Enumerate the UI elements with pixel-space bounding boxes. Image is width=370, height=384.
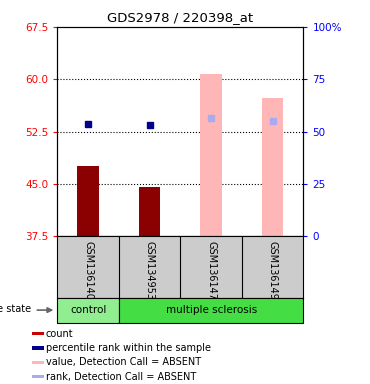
- Title: GDS2978 / 220398_at: GDS2978 / 220398_at: [107, 11, 253, 24]
- Text: multiple sclerosis: multiple sclerosis: [165, 305, 257, 315]
- Text: GSM136147: GSM136147: [206, 241, 216, 300]
- Bar: [32, 361, 44, 364]
- Text: disease state: disease state: [0, 304, 31, 314]
- Bar: [262, 98, 283, 236]
- Bar: [77, 166, 99, 236]
- Text: control: control: [70, 305, 106, 315]
- Text: percentile rank within the sample: percentile rank within the sample: [46, 343, 211, 353]
- Text: count: count: [46, 329, 73, 339]
- Bar: [57, 298, 119, 323]
- Bar: [32, 346, 44, 349]
- Bar: [119, 298, 303, 323]
- Text: GSM136149: GSM136149: [268, 241, 278, 300]
- Text: value, Detection Call = ABSENT: value, Detection Call = ABSENT: [46, 358, 201, 367]
- Text: GSM134953: GSM134953: [145, 241, 155, 300]
- Bar: [139, 187, 160, 236]
- Text: rank, Detection Call = ABSENT: rank, Detection Call = ABSENT: [46, 372, 196, 382]
- Bar: [201, 74, 222, 236]
- Text: GSM136140: GSM136140: [83, 241, 93, 300]
- Bar: [32, 375, 44, 378]
- Bar: [32, 332, 44, 335]
